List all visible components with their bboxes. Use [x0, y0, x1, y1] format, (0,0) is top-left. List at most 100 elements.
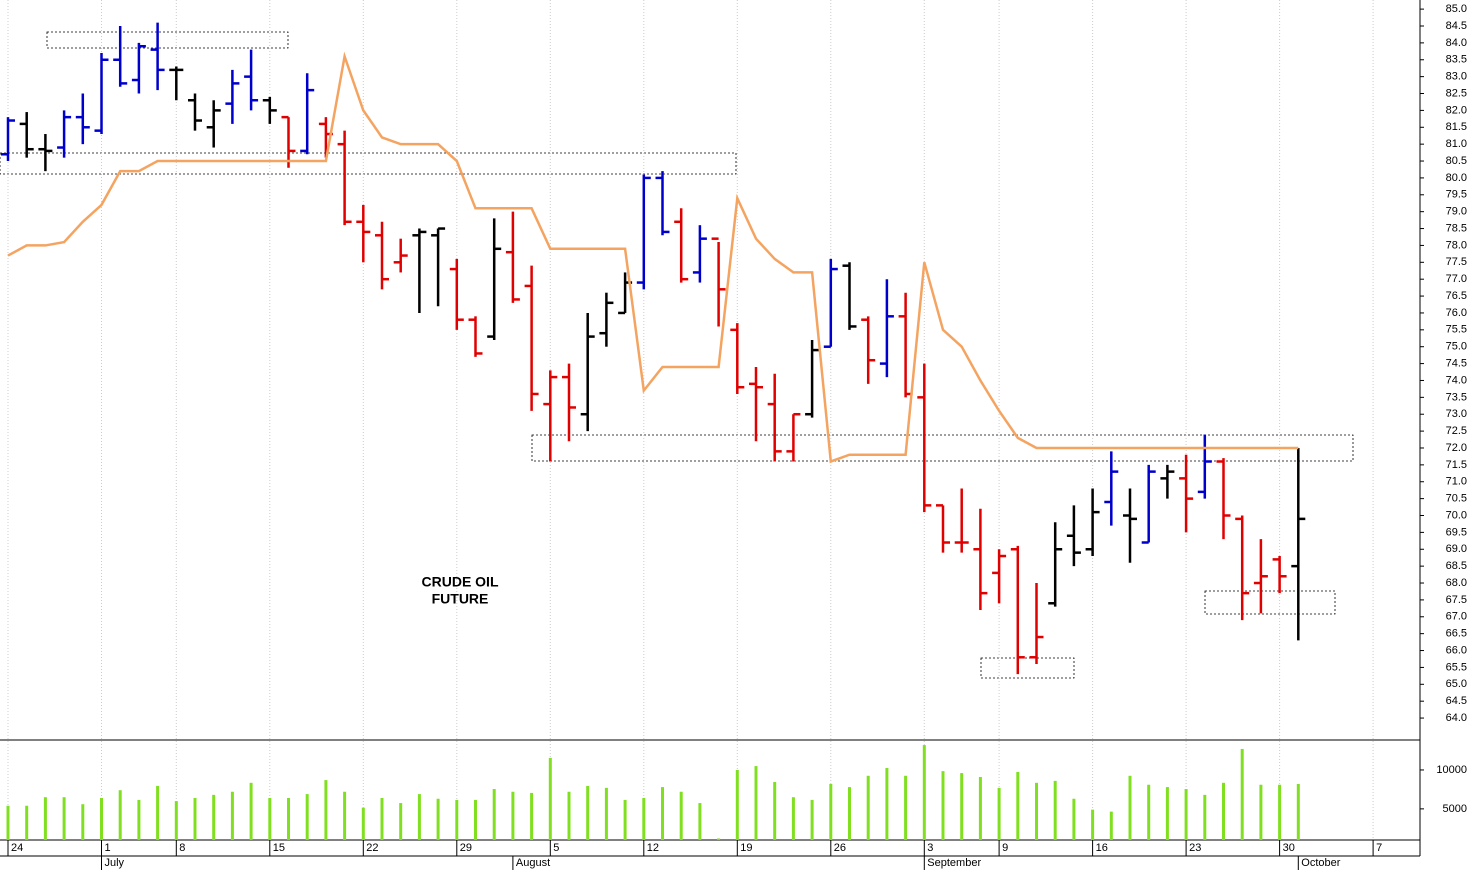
volume-bar — [137, 799, 141, 840]
y-tick-label: 81.5 — [1446, 121, 1467, 133]
volume-bar — [343, 791, 347, 840]
volume-bar — [661, 787, 664, 840]
x-tick-label: 26 — [834, 842, 846, 854]
y-tick-label: 68.0 — [1446, 577, 1467, 589]
volume-bar — [474, 799, 477, 840]
x-tick-label: 24 — [11, 842, 23, 854]
y-tick-label: 70.0 — [1446, 509, 1467, 521]
volume-bar — [1296, 783, 1300, 840]
x-tick-label: 9 — [1002, 842, 1008, 854]
volume-bar — [717, 838, 721, 840]
volume-bar — [324, 780, 328, 840]
y-tick-label: 73.5 — [1446, 391, 1467, 403]
y-tick-label: 80.5 — [1446, 155, 1467, 167]
y-tick-label: 65.5 — [1446, 661, 1467, 673]
x-tick-label: 12 — [647, 842, 659, 854]
volume-bar — [249, 782, 253, 840]
volume-bar — [829, 783, 833, 840]
volume-bar — [604, 787, 608, 840]
y-tick-label: 74.0 — [1446, 374, 1467, 386]
y-tick-label: 82.0 — [1446, 104, 1467, 116]
volume-bar — [1147, 784, 1151, 840]
y-tick-label: 71.5 — [1446, 459, 1467, 471]
volume-bar — [1184, 789, 1188, 840]
volume-bar — [978, 776, 982, 840]
y-tick-label: 75.0 — [1446, 341, 1467, 353]
annotation-box — [0, 152, 737, 175]
y-tick-label: 77.5 — [1446, 256, 1467, 268]
y-tick-label: 66.0 — [1446, 644, 1467, 656]
y-tick-label: 69.5 — [1446, 526, 1467, 538]
volume-bar — [1091, 809, 1095, 840]
volume-bar — [100, 797, 103, 840]
volume-bar — [679, 791, 683, 840]
volume-bar — [1128, 775, 1132, 840]
volume-bar — [1053, 780, 1057, 840]
volume-bar — [885, 768, 889, 840]
volume-bar — [922, 745, 926, 840]
volume-bar — [754, 766, 758, 840]
y-tick-label: 79.0 — [1446, 206, 1467, 218]
volume-bar — [866, 775, 870, 840]
volume-bar — [1240, 748, 1244, 840]
volume-bar — [62, 797, 66, 840]
volume-bar — [810, 799, 814, 840]
y-tick-label: 67.0 — [1446, 611, 1467, 623]
volume-bar — [791, 797, 795, 840]
y-tick-label: 10000 — [1436, 764, 1467, 776]
y-tick-label: 84.5 — [1446, 20, 1467, 32]
month-label: July — [105, 857, 125, 869]
month-label: October — [1301, 857, 1340, 869]
volume-bar — [455, 799, 459, 840]
y-tick-label: 75.5 — [1446, 324, 1467, 336]
volume-bar — [81, 804, 85, 840]
volume-bar — [1203, 794, 1207, 840]
volume-bar — [156, 785, 160, 840]
volume-bar — [941, 771, 945, 840]
volume-bar — [623, 799, 627, 840]
annotation-box — [531, 434, 1354, 462]
volume-bar — [305, 794, 309, 840]
x-tick-label: 3 — [927, 842, 933, 854]
y-tick-label: 72.5 — [1446, 425, 1467, 437]
x-tick-label: 8 — [179, 842, 185, 854]
volume-bar — [287, 797, 290, 840]
annotation: FUTURE — [432, 591, 489, 607]
y-tick-label: 84.0 — [1446, 37, 1467, 49]
line — [7, 51, 1299, 464]
volume-bar — [960, 773, 964, 840]
volume-bar — [735, 769, 739, 840]
volume-bar — [773, 782, 777, 840]
volume-bar — [212, 794, 216, 840]
y-tick-label: 64.5 — [1446, 695, 1467, 707]
volume-bar — [511, 791, 515, 840]
volume-bar — [1165, 787, 1169, 840]
volume-bar — [230, 791, 234, 840]
volume-bar — [1016, 771, 1020, 840]
volume-bar — [399, 803, 403, 840]
volume-bar — [548, 757, 552, 840]
volume-bar — [904, 775, 908, 840]
y-tick-label: 81.0 — [1446, 138, 1467, 150]
y-tick-label: 67.5 — [1446, 594, 1467, 606]
volume-bar — [174, 801, 178, 840]
x-tick-label: 16 — [1096, 842, 1108, 854]
month-label: September — [927, 857, 981, 869]
x-tick-label: 30 — [1283, 842, 1295, 854]
x-tick-label: 22 — [366, 842, 378, 854]
volume-bar — [1278, 784, 1282, 840]
volume-bar — [1035, 782, 1038, 840]
y-tick-label: 66.5 — [1446, 628, 1467, 640]
y-tick-label: 64.0 — [1446, 712, 1467, 724]
volume-bar — [6, 805, 10, 840]
x-tick-label: 7 — [1376, 842, 1382, 854]
y-tick-label: 72.0 — [1446, 442, 1467, 454]
volume-bar — [1222, 782, 1225, 840]
volume-bar — [1259, 784, 1263, 840]
volume-bar — [43, 797, 47, 840]
y-tick-label: 70.5 — [1446, 493, 1467, 505]
y-tick-label: 85.0 — [1446, 3, 1467, 15]
y-tick-label: 71.0 — [1446, 476, 1467, 488]
x-tick-label: 23 — [1189, 842, 1201, 854]
